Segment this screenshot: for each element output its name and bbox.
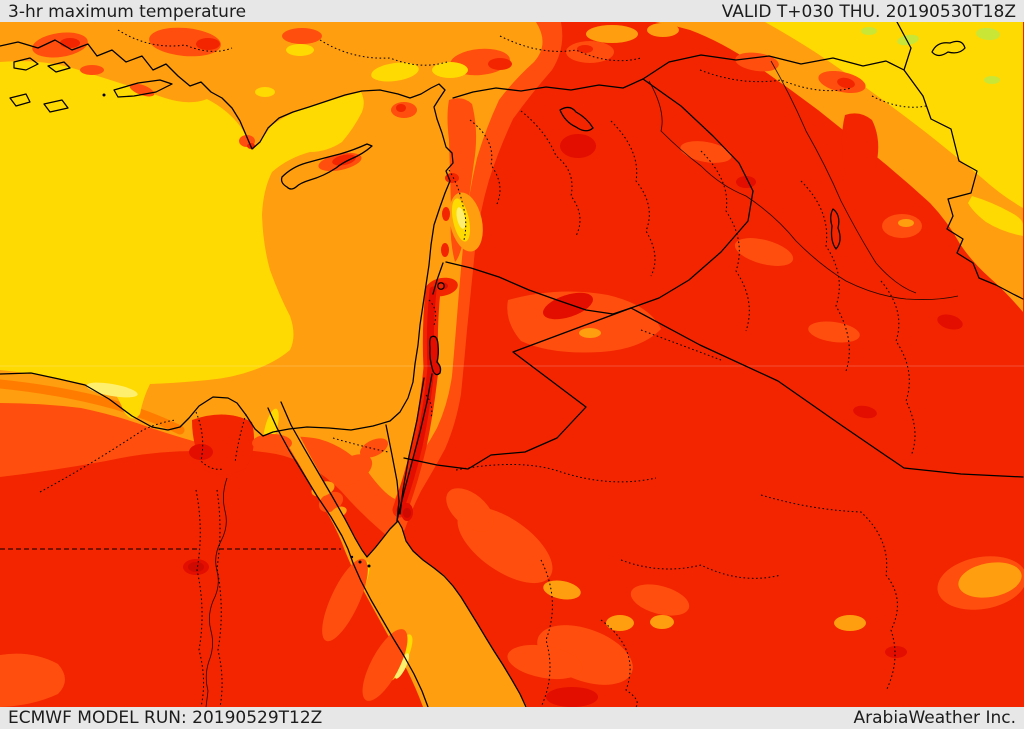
- red-sea-west-coast: [267, 407, 429, 707]
- cyprus-island: [280, 143, 373, 190]
- iran-border: [896, 22, 1024, 300]
- temperature-accents: [0, 23, 1024, 707]
- map-canvas: [0, 22, 1024, 707]
- turkey-south-border: [452, 54, 905, 99]
- branding-label: ArabiaWeather Inc.: [853, 708, 1017, 728]
- egypt-israel-border: [385, 424, 400, 522]
- euphrates-river: [648, 80, 959, 300]
- jordan-syria-border: [445, 261, 632, 315]
- temperature-map: [0, 22, 1024, 707]
- header-bar: 3-hr maximum temperature VALID T+030 THU…: [0, 0, 1024, 22]
- syria-iraq-border: [630, 78, 754, 309]
- lake-van: [931, 40, 966, 57]
- valid-time-label: VALID T+030 THU. 20190530T18Z: [721, 2, 1016, 22]
- lake-tharthar: [830, 208, 841, 250]
- aegean-islands: [9, 57, 173, 113]
- country-borders: [385, 22, 1024, 522]
- product-title: 3-hr maximum temperature: [8, 2, 247, 22]
- jordan-saudi-border: [403, 307, 632, 470]
- render-seam: [0, 365, 1024, 367]
- lake-assad: [559, 106, 594, 132]
- admin-borders: [0, 29, 927, 707]
- tigris-river: [770, 60, 917, 294]
- rivers: [205, 60, 959, 707]
- footer-bar: ECMWF MODEL RUN: 20190529T12Z ArabiaWeat…: [0, 707, 1024, 729]
- dead-sea: [429, 335, 442, 376]
- red-sea-region: [262, 399, 527, 707]
- jordan-valley-border: [396, 262, 444, 522]
- coastlines: [0, 39, 527, 707]
- nile-river: [205, 477, 228, 707]
- mediterranean-sea-region: [0, 61, 364, 419]
- lakes: [429, 40, 966, 376]
- model-run-label: ECMWF MODEL RUN: 20190529T12Z: [8, 708, 323, 728]
- sea-of-galilee: [437, 282, 445, 290]
- sinai-arabia-coast: [280, 401, 527, 707]
- northeast-yellow-zone: [765, 22, 1023, 208]
- iraq-saudi-border: [630, 307, 1024, 478]
